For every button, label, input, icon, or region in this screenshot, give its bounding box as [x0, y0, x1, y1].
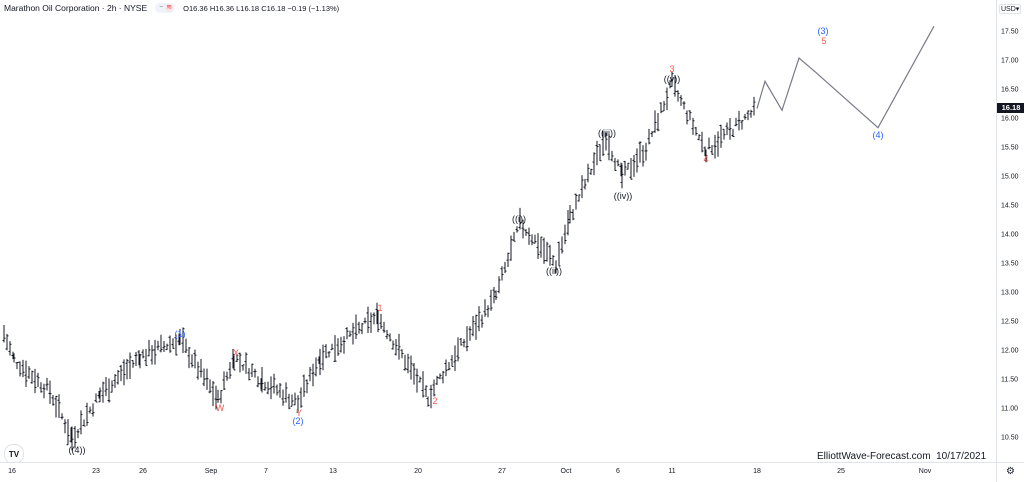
time-tick: Sep [204, 468, 218, 475]
price-tick: 17.00 [1001, 57, 1019, 65]
low-value: L16.18 [236, 3, 260, 13]
currency-selector[interactable]: USD▾ [999, 4, 1022, 14]
watermark: ElliottWave-Forecast.com 10/17/2021 [817, 451, 986, 462]
watermark-site: ElliottWave-Forecast.com [817, 451, 931, 462]
wave-label: ((iii)) [598, 128, 616, 138]
time-tick: 18 [753, 468, 761, 475]
price-tick: 13.00 [1001, 289, 1019, 297]
wave-label: 1 [377, 303, 383, 313]
wave-label: 3 [669, 64, 675, 74]
currency-label: USD [1001, 6, 1016, 13]
time-tick: 13 [329, 468, 337, 475]
wave-label: ((v)) [663, 74, 681, 84]
wave-label: ((ii)) [546, 266, 562, 276]
wave-label: Y [295, 408, 303, 418]
open-value: O16.36 [183, 3, 208, 13]
time-tick: 6 [616, 468, 620, 475]
wave-label: 2 [432, 396, 438, 406]
time-tick: 11 [668, 468, 676, 475]
wave-label: (2) [292, 416, 304, 426]
wave-label: ((iv)) [613, 191, 633, 201]
price-tick: 12.50 [1001, 318, 1019, 326]
price-bars [2, 25, 935, 451]
time-tick: 26 [139, 468, 147, 475]
wave-label: (1) [174, 329, 186, 339]
price-tick: 14.50 [1001, 202, 1019, 210]
legend-toggles[interactable]: − ≋ [155, 3, 176, 13]
price-tick: 17.50 [1001, 28, 1019, 36]
minus-icon[interactable]: − [159, 4, 164, 11]
price-tick-top: 18.00 [1001, 0, 1016, 2]
last-price-badge: 16.18 [997, 103, 1024, 113]
wave-label: (4) [872, 130, 884, 140]
indicator-toggle-icon[interactable]: ≋ [165, 4, 174, 12]
time-tick: 16 [8, 468, 16, 475]
wave-label: ((i)) [512, 214, 526, 224]
wave-label: ((4)) [68, 445, 86, 455]
wave-label: 5 [821, 36, 827, 46]
price-tick: 15.00 [1001, 173, 1019, 181]
price-tick: 16.50 [1001, 86, 1019, 94]
watermark-date: 10/17/2021 [936, 451, 987, 462]
price-axis[interactable]: 18.00 USD▾ 17.50 17.00 16.50 16.00 15.50 15.0… [996, 0, 1024, 462]
time-tick: Nov [918, 468, 932, 475]
projection-path [756, 25, 935, 129]
price-tick: 11.50 [1001, 376, 1018, 384]
time-axis[interactable]: 16 23 26 Sep 7 13 20 27 Oct 6 11 18 25 Nov [0, 462, 996, 482]
legend-header: Marathon Oil Corporation · 2h · NYSE − ≋… [4, 3, 339, 13]
gear-icon[interactable]: ⚙ [1006, 466, 1015, 477]
price-tick: 11.00 [1001, 405, 1018, 413]
time-tick: 27 [498, 468, 506, 475]
close-value: C16.18 [261, 3, 286, 13]
settings-corner[interactable]: ⚙ [996, 462, 1024, 482]
symbol-title[interactable]: Marathon Oil Corporation · 2h · NYSE [4, 3, 148, 13]
time-tick: 20 [414, 468, 422, 475]
price-tick: 15.50 [1001, 144, 1019, 152]
wave-label: X [232, 348, 240, 358]
price-tick: 12.00 [1001, 347, 1019, 355]
chart-pane[interactable]: ((4)) (1) W X Y (2) 1 2 ((i)) ((ii)) ((iii)) ((iv))… [0, 0, 996, 464]
wave-label: (3) [817, 26, 829, 36]
tradingview-logo-icon[interactable]: TV [4, 444, 24, 464]
price-tick: 16.00 [1001, 115, 1019, 123]
price-tick: 14.00 [1001, 231, 1019, 239]
time-tick: Oct [560, 468, 572, 475]
wave-label: W [215, 403, 225, 413]
price-tick: 13.50 [1001, 260, 1019, 268]
ohlc-values: O16.36 H16.36 L16.18 C16.18 −0.19 (−1.13… [183, 4, 339, 13]
price-tick: 10.50 [1001, 434, 1019, 442]
time-tick: 23 [92, 468, 100, 475]
wave-label: 4 [703, 154, 709, 164]
time-tick: 7 [264, 468, 268, 475]
time-tick: 25 [837, 468, 845, 475]
change-value: −0.19 (−1.13%) [287, 3, 340, 13]
high-value: H16.36 [209, 3, 235, 13]
